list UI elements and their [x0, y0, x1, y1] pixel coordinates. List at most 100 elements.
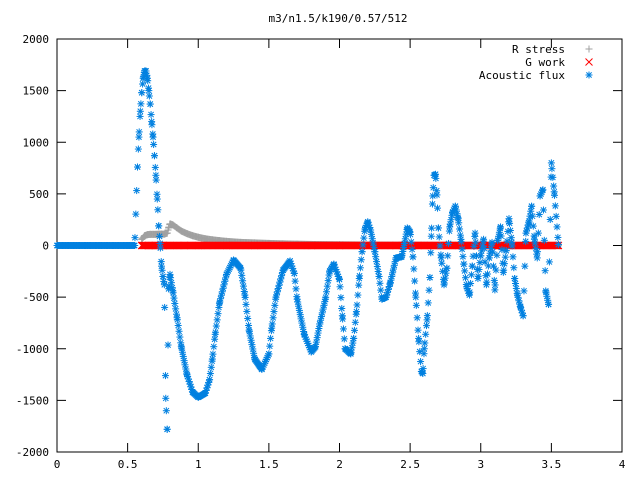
curve-marker	[417, 358, 425, 366]
x-tick-label: 1	[195, 458, 202, 471]
curve-marker	[206, 376, 214, 384]
curve-marker	[348, 344, 356, 352]
x-tick-label: 0	[54, 458, 61, 471]
curve-marker	[411, 289, 419, 297]
curve-marker	[175, 327, 183, 335]
curve-marker	[503, 237, 511, 245]
x-tick-label: 1.5	[259, 458, 279, 471]
legend-marker	[585, 58, 593, 66]
x-tick-label: 3.5	[541, 458, 561, 471]
curve-marker	[483, 278, 491, 286]
curve-marker	[347, 348, 355, 356]
curve-marker	[480, 244, 488, 252]
curve-marker	[143, 71, 151, 79]
curve-marker	[372, 253, 380, 261]
curve-marker	[159, 272, 167, 280]
curve-marker	[530, 232, 538, 240]
curve-marker	[239, 277, 247, 285]
chart-title: m3/n1.5/k190/0.57/512	[268, 12, 407, 25]
curve-marker	[414, 326, 422, 334]
curve-marker	[161, 372, 169, 380]
curve-marker	[313, 334, 321, 342]
curve-marker	[209, 350, 217, 358]
curve-marker	[152, 176, 160, 184]
curve-marker	[206, 370, 214, 378]
x-tick-label: 2	[336, 458, 343, 471]
curve-marker	[435, 233, 443, 241]
y-tick-label: 1000	[23, 136, 50, 149]
curve-marker	[245, 321, 253, 329]
curve-marker	[409, 253, 417, 261]
curve-marker	[459, 253, 467, 261]
legend-marker	[585, 71, 593, 79]
curve-marker	[373, 263, 381, 271]
curve-marker	[467, 279, 475, 287]
curve-marker	[339, 325, 347, 333]
curve-marker	[337, 294, 345, 302]
curve-marker	[373, 258, 381, 266]
curve-marker	[400, 239, 408, 247]
curve-marker	[474, 272, 482, 280]
y-tick-label: 500	[29, 188, 49, 201]
y-tick-label: -1500	[16, 394, 49, 407]
curve-marker	[410, 265, 418, 273]
curve-marker	[519, 312, 527, 320]
curve-marker	[267, 327, 275, 335]
curve-marker	[550, 182, 558, 190]
curve-marker	[354, 291, 362, 299]
curve-marker	[522, 237, 530, 245]
curve-marker	[520, 287, 528, 295]
curve-marker	[271, 301, 279, 309]
curve-marker	[238, 271, 246, 279]
curve-marker	[240, 287, 248, 295]
curve-marker	[528, 212, 536, 220]
curve-marker	[300, 327, 308, 335]
curve-marker	[151, 163, 159, 171]
curve-marker	[210, 343, 218, 351]
curve-marker	[527, 207, 535, 215]
curve-marker	[339, 315, 347, 323]
curve-marker	[290, 269, 298, 277]
curve-marker	[389, 269, 397, 277]
curve-marker	[415, 338, 423, 346]
curve-marker	[411, 277, 419, 285]
curve-marker	[213, 316, 221, 324]
curve-marker	[292, 285, 300, 293]
curve-marker	[157, 258, 165, 266]
curve-marker	[340, 335, 348, 343]
curve-marker	[421, 339, 429, 347]
curve-marker	[351, 318, 359, 326]
curve-marker	[356, 272, 364, 280]
curve-marker	[489, 248, 497, 256]
curve-marker	[423, 322, 431, 330]
curve-marker	[160, 277, 168, 285]
curve-marker	[484, 270, 492, 278]
curve-marker	[402, 230, 410, 238]
curve-marker	[297, 315, 305, 323]
curve-marker	[247, 336, 255, 344]
curve-marker	[312, 338, 320, 346]
curve-marker	[136, 112, 144, 120]
curve-marker	[420, 350, 428, 358]
curve-marker	[432, 174, 440, 182]
curve-marker	[454, 213, 462, 221]
curve-marker	[212, 322, 220, 330]
curve-marker	[434, 224, 442, 232]
curve-marker	[428, 200, 436, 208]
curve-marker	[172, 310, 180, 318]
curve-marker	[358, 248, 366, 256]
curve-marker	[211, 335, 219, 343]
curve-marker	[528, 202, 536, 210]
curve-marker	[444, 252, 452, 260]
curve-marker	[551, 202, 559, 210]
curve-marker	[428, 224, 436, 232]
curve-marker	[424, 299, 432, 307]
curve-marker	[456, 225, 464, 233]
curve-marker	[156, 232, 164, 240]
curve-marker	[510, 264, 518, 272]
curve-marker	[497, 232, 505, 240]
curve-marker	[540, 236, 548, 244]
curve-marker	[475, 265, 483, 273]
curve-marker	[164, 341, 172, 349]
curve-marker	[543, 292, 551, 300]
